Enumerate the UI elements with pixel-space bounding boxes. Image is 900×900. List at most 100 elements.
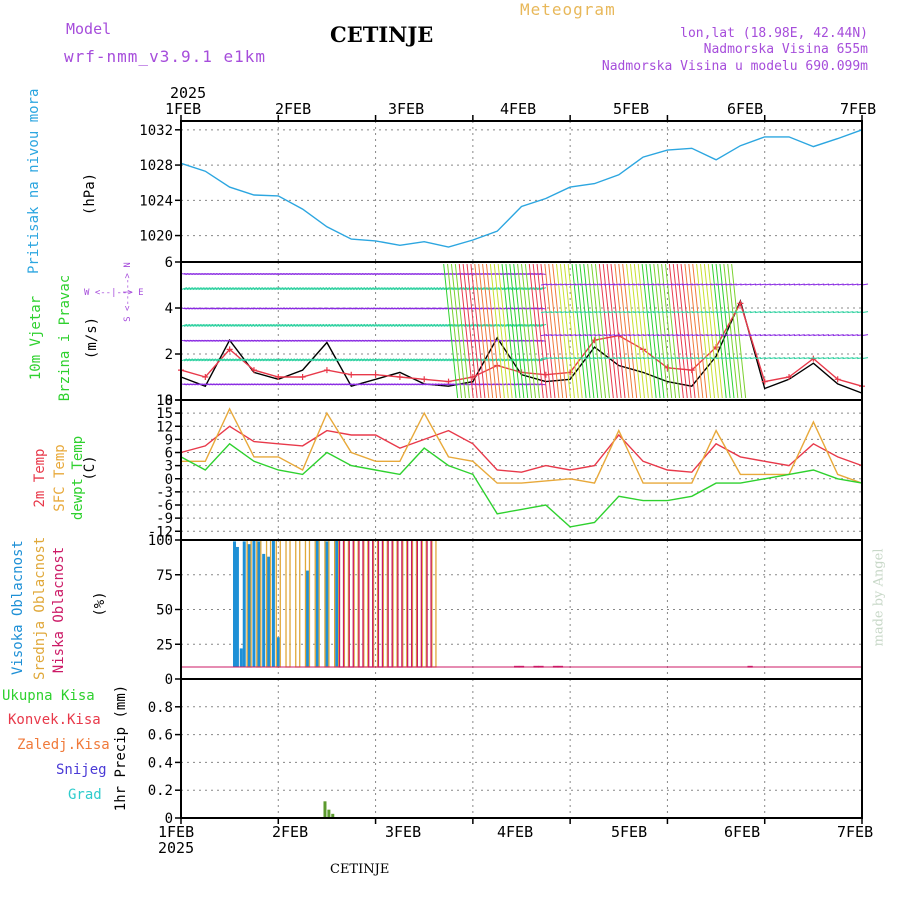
lonlat-label: lon,lat (18.98E, 42.44N) [680,26,868,41]
wind-arrow [280,287,287,291]
wind-arrow [788,283,796,286]
wind-arrow [715,334,723,337]
wind-barb [719,263,735,399]
wind-arrow [764,283,771,286]
wind-arrow [647,311,655,314]
wind-barb [575,263,591,399]
wind-arrow [250,323,258,327]
wind-arrow [347,323,354,327]
wind-arrow [390,323,398,327]
wind-arrow [633,283,640,286]
cloud-bar [305,570,309,667]
wind-arrow [691,283,698,286]
y-tick-label: 9 [165,432,173,448]
wind-barb [536,263,552,399]
wind-arrow [570,311,577,314]
wind-arrow [672,357,679,360]
wind-arrow [788,357,796,360]
wind-arrow [677,357,684,360]
cloud-bar [252,540,256,667]
cloud-bar [335,540,339,667]
wind-barb [645,263,661,399]
wind-arrow [745,311,752,314]
wind-arrow [847,283,854,286]
wind-arrow [813,311,820,314]
wind-arrow [647,283,655,286]
cloud-bar [421,539,427,668]
wind-arrow [250,287,258,291]
model-name: wrf-nmm_v3.9.1 e1km [64,47,267,66]
wind-arrow [667,311,674,314]
wind-arrow [604,311,611,314]
wind-arrow [280,323,287,327]
wind-arrow [686,311,693,314]
wind-arrow [382,287,389,291]
wind-arrow [584,311,591,314]
wind-arrow [740,357,747,360]
wind-arrow [764,334,771,337]
wind-arrow [754,357,762,360]
wind-arrow [759,311,766,314]
wind-arrow [420,323,427,327]
wind-arrow [446,287,453,291]
wind-arrow [437,287,444,291]
wind-arrow [390,287,398,291]
wind-barb [470,263,486,399]
wind-arrow [613,311,621,314]
wind-arrow [247,358,255,362]
wind-arrow [720,357,728,360]
y-tick-label: 1024 [139,193,173,209]
wind-arrow [565,283,572,286]
wind-arrow [288,358,296,362]
wind-arrow [186,323,193,327]
model-label: Model [66,20,112,38]
wind-arrow [183,358,191,362]
wind-arrow [827,283,835,286]
tick-label-bottom-6: 7FEB [837,823,874,841]
wind-arrow [271,287,278,291]
wind-arrow [750,311,757,314]
wind-arrow [608,357,616,360]
wind-arrow [784,357,791,360]
grid-layer [181,121,862,819]
wind-arrow [501,358,509,362]
wind-arrow [608,334,616,337]
cloud-bar [358,539,364,668]
wind-arrow [320,323,328,327]
wind-arrow [788,334,796,337]
wind-arrow [245,287,252,291]
wind-arrow [574,311,582,314]
wind-arrow [565,311,572,314]
wind-barb [598,263,614,399]
wind-arrow [847,334,854,337]
y-tick-label: -3 [156,485,173,501]
wind-arrow [852,334,859,337]
wind-arrow [221,323,229,327]
wind-barb [501,263,517,399]
wind-arrow [793,311,800,314]
wind-arrow [414,323,421,327]
wind-arrow [291,323,299,327]
wind-arrow [813,334,820,337]
wind-arrow [262,358,269,362]
wind-arrow [560,311,567,314]
wind-arrow [652,283,659,286]
wind-arrow [827,334,835,337]
wind-arrow [440,358,447,362]
wind-arrow [315,358,322,362]
wind-arrow [204,287,211,291]
wind-arrow [701,334,708,337]
wind-barb [602,263,618,399]
wind-arrow [662,311,669,314]
wind-arrow [513,358,520,362]
wind-arrow [466,358,474,362]
year-bottom: 2025 [158,839,195,857]
wind-arrow [207,323,214,327]
y-tick-label: -12 [148,524,173,540]
wind-arrow [239,323,246,327]
wind-arrow [539,383,547,386]
wind-arrow [323,358,331,362]
wind-arrow [224,287,231,291]
frame-layer [180,120,863,819]
wind-arrow [735,357,742,360]
